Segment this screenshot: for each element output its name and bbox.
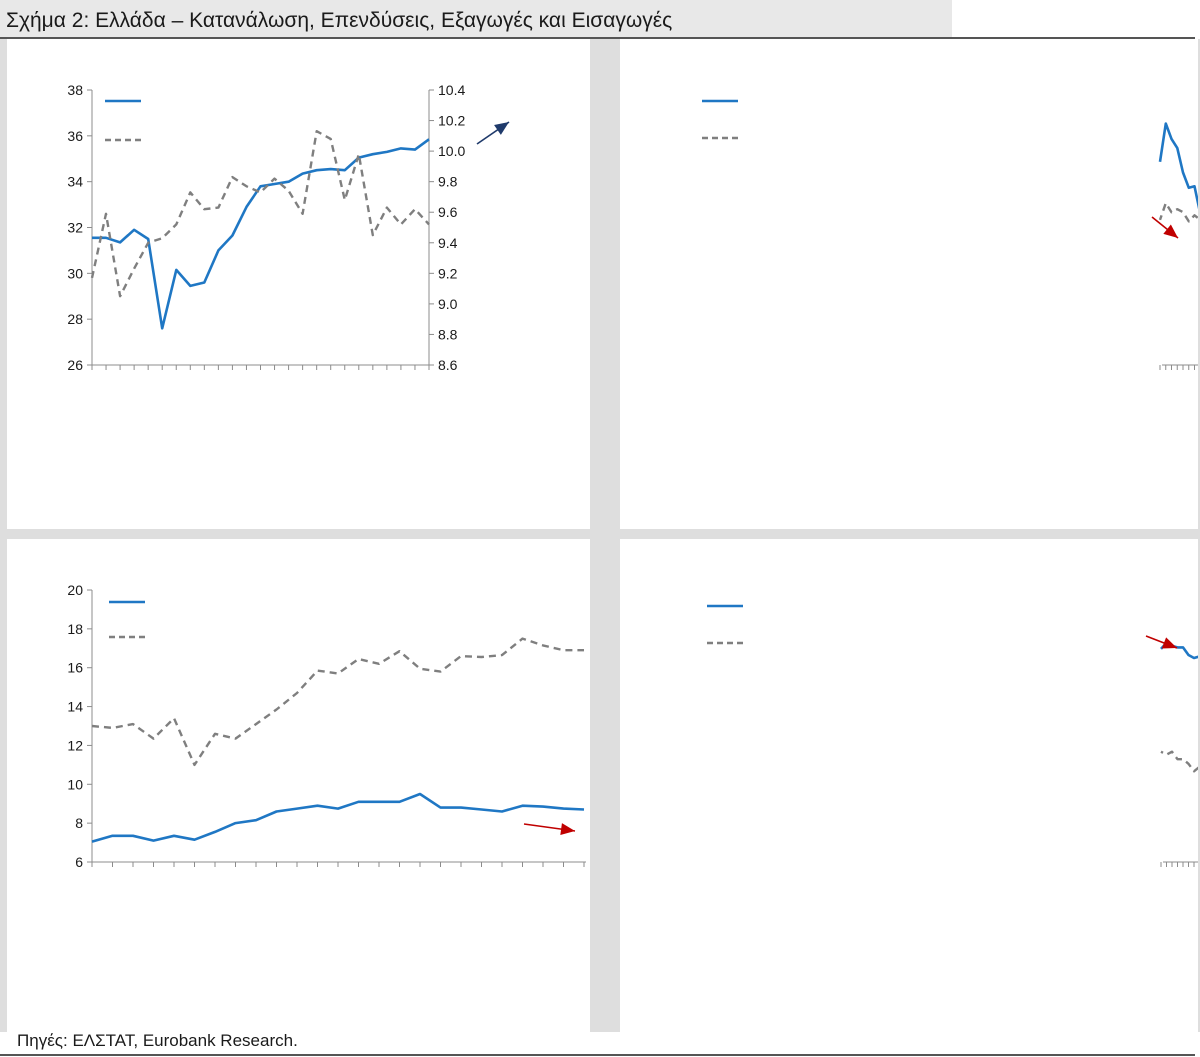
y-right-tick-label: 9.4 — [438, 235, 458, 251]
series-1-line — [1160, 641, 1198, 660]
trend-arrow-icon — [1145, 635, 1178, 649]
services-trade-chart: 234567891011 — [707, 604, 1198, 867]
goods-trade-chart: 6 8 10 12 14 16 18 20 — [67, 582, 586, 870]
trend-arrow-icon — [1151, 216, 1179, 239]
y-tick-label: 14 — [67, 699, 83, 715]
y-tick-label: 34 — [67, 174, 83, 190]
panel-consumption: 26 28 30 32 34 36 38 8.6 8.8 9.0 9.2 9.4 9.6 9.8 10.0 1… — [7, 39, 590, 529]
source-note: Πηγές: ΕΛΣΤΑΤ, Eurobank Research. — [17, 1031, 298, 1050]
y-tick-label: 20 — [67, 582, 83, 598]
panel-investment: 3456789101112 — [620, 39, 1198, 529]
y-tick-label: 12 — [67, 737, 83, 753]
y-right-tick-label: 9.8 — [438, 174, 458, 190]
series-1-line — [1158, 122, 1198, 210]
y-tick-label: 28 — [67, 311, 83, 327]
series-2-line — [1158, 201, 1198, 223]
y-right-tick-label: 10.4 — [438, 82, 465, 98]
y-tick-label: 18 — [67, 621, 83, 637]
source-rule — [0, 1054, 1195, 1056]
y-tick-label: 8 — [75, 815, 83, 831]
y-right-tick-label: 10.2 — [438, 113, 465, 129]
series-1-line — [91, 792, 585, 843]
trend-arrow-icon — [523, 823, 576, 836]
y-right-tick-label: 8.8 — [438, 326, 458, 342]
figure-title: Σχήμα 2: Ελλάδα – Κατανάλωση, Επενδύσεις… — [6, 9, 673, 32]
trend-arrow-head — [494, 122, 509, 135]
trend-arrow-icon — [476, 121, 510, 145]
series-2-line — [90, 129, 430, 298]
y-tick-label: 30 — [67, 265, 83, 281]
source-bar — [0, 1032, 1200, 1057]
series-2-line — [1160, 750, 1198, 773]
y-right-tick-label: 9.6 — [438, 204, 458, 220]
series-2-line — [91, 637, 584, 767]
trend-arrow-head — [1163, 224, 1178, 238]
y-right-tick-label: 8.6 — [438, 357, 458, 373]
y-right-tick-label: 9.0 — [438, 296, 458, 312]
y-tick-label: 6 — [75, 854, 83, 870]
panel-services-trade: 234567891011 — [620, 539, 1198, 1032]
series-1-line — [92, 138, 430, 330]
y-right-tick-label: 9.2 — [438, 265, 458, 281]
figure-title-bar — [0, 0, 952, 38]
y-tick-label: 38 — [67, 82, 83, 98]
y-tick-label: 26 — [67, 357, 83, 373]
consumption-chart: 26 28 30 32 34 36 38 8.6 8.8 9.0 9.2 9.4 9.6 9.8 10.0 1… — [67, 82, 510, 373]
trend-arrow-head — [1161, 637, 1177, 649]
trend-arrow-head — [560, 823, 575, 836]
y-tick-label: 32 — [67, 220, 83, 236]
title-rule — [0, 37, 1195, 39]
y-tick-label: 10 — [67, 776, 83, 792]
y-tick-label: 16 — [67, 660, 83, 676]
panel-goods-trade: 6 8 10 12 14 16 18 20 — [7, 539, 590, 1032]
investment-chart: 3456789101112 — [702, 99, 1198, 370]
y-right-tick-label: 10.0 — [438, 143, 465, 159]
y-tick-label: 36 — [67, 128, 83, 144]
